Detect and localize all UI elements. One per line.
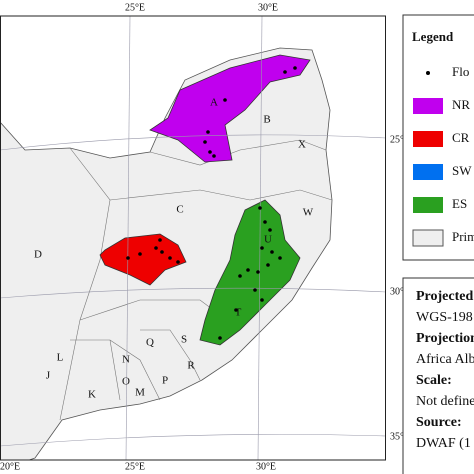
lon-label: 25°E <box>125 2 145 13</box>
map-frame: 25°E 30°E 25°S 30°S 35°S 20°E 25°E 30°E … <box>0 2 410 472</box>
region-label: S <box>181 334 187 346</box>
region-label: L <box>57 352 64 364</box>
legend-item: CR <box>452 130 470 145</box>
region-label: D <box>34 249 42 261</box>
flora-point <box>260 298 264 302</box>
legend-swatch <box>413 164 443 180</box>
cr-region <box>99 233 187 286</box>
flora-point <box>246 268 250 272</box>
legend: Legend Flo NR CR SW ES Prim <box>402 14 474 261</box>
region-label: U <box>264 234 272 246</box>
flora-point <box>223 98 227 102</box>
legend-item: SW <box>452 163 472 178</box>
region-label: J <box>46 370 51 382</box>
lat-label: 35°S <box>390 431 410 442</box>
flora-point <box>253 288 257 292</box>
lat-label: 25°S <box>390 134 410 145</box>
info-line: DWAF (1 <box>416 436 471 451</box>
info-box: Projected WGS-198 Projection Africa Alb Scal… <box>402 277 474 474</box>
flora-point <box>283 70 287 74</box>
lon-label: 20°E <box>0 461 20 472</box>
flora-point <box>270 250 274 254</box>
info-line: Scale: <box>416 373 452 388</box>
flora-point <box>293 66 297 70</box>
es-region <box>199 199 301 346</box>
flora-point <box>258 206 262 210</box>
legend-swatch <box>413 98 443 114</box>
info-line: Projected <box>416 289 473 304</box>
flora-point <box>126 256 130 260</box>
region-label: A <box>210 97 218 109</box>
info-line: Projection <box>416 331 474 346</box>
legend-swatch <box>413 131 443 147</box>
flora-point <box>260 246 264 250</box>
flora-point <box>206 130 210 134</box>
legend-item: Prim <box>452 229 474 244</box>
flora-point <box>212 154 216 158</box>
region-label: W <box>303 207 314 219</box>
region-label: P <box>162 375 168 387</box>
legend-dot <box>426 71 430 75</box>
region-label: M <box>135 387 145 399</box>
flora-points <box>126 66 297 340</box>
legend-item: NR <box>452 97 470 112</box>
region-label: C <box>176 204 183 216</box>
flora-point <box>238 274 242 278</box>
region-label: X <box>298 139 306 151</box>
region-label: N <box>122 354 130 366</box>
legend-swatch <box>412 229 444 247</box>
legend-item: ES <box>452 196 467 211</box>
flora-point <box>154 246 158 250</box>
flora-point <box>234 308 238 312</box>
region-label: T <box>235 307 242 319</box>
info-line: WGS-198 <box>416 310 473 325</box>
lat-label: 30°S <box>390 286 410 297</box>
legend-title: Legend <box>412 29 454 44</box>
legend-item: Flo <box>452 64 469 79</box>
flora-point <box>208 150 212 154</box>
region-label: R <box>187 360 195 372</box>
region-label: O <box>122 376 130 388</box>
flora-point <box>268 228 272 232</box>
info-line: Source: <box>416 415 462 430</box>
region-label: Q <box>146 337 154 349</box>
flora-point <box>176 260 180 264</box>
info-frame <box>402 277 474 474</box>
region-label: K <box>88 389 96 401</box>
flora-point <box>158 238 162 242</box>
flora-point <box>203 140 207 144</box>
graticule <box>0 16 386 460</box>
region-label: B <box>263 114 270 126</box>
frame <box>0 15 386 461</box>
flora-point <box>278 256 282 260</box>
flora-point <box>266 263 270 267</box>
info-line: Not define <box>416 394 474 409</box>
lon-label: 30°E <box>258 2 278 13</box>
nr-region <box>149 54 311 163</box>
lon-label: 25°E <box>125 461 145 472</box>
flora-point <box>160 250 164 254</box>
flora-point <box>218 336 222 340</box>
flora-point <box>138 252 142 256</box>
flora-point <box>256 270 260 274</box>
info-line: Africa Alb <box>416 352 474 367</box>
flora-point <box>168 256 172 260</box>
flora-point <box>263 220 267 224</box>
legend-swatch <box>413 197 443 213</box>
lon-label: 30°E <box>256 461 276 472</box>
